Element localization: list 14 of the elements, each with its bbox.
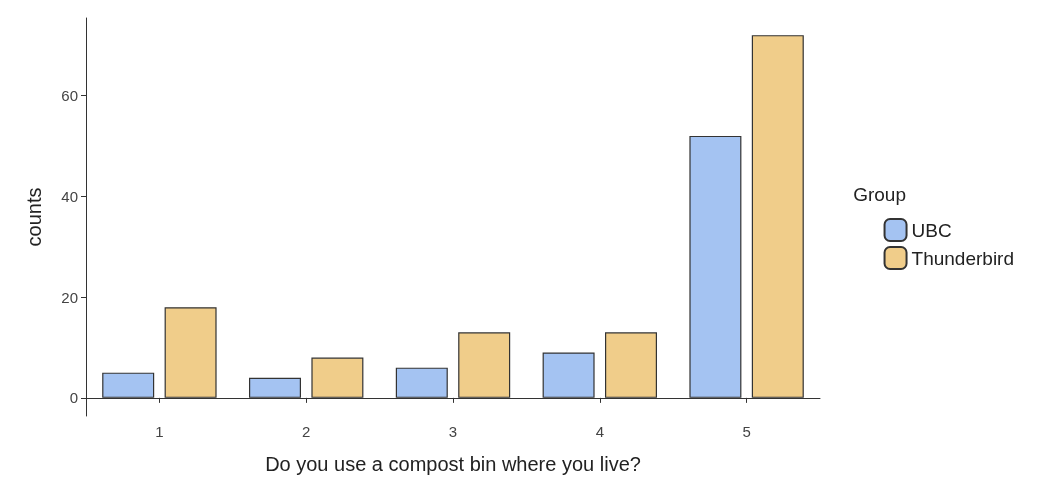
y-tick-label: 20: [61, 288, 78, 306]
x-tick-label: 4: [595, 423, 604, 440]
y-tick-label: 60: [61, 87, 78, 105]
x-axis-title: Do you use a compost bin where you live?: [265, 453, 641, 475]
legend-label: Thunderbird: [911, 247, 1014, 269]
legend-title: Group: [853, 184, 907, 205]
x-tick-label: 2: [302, 423, 311, 440]
x-tick-label: 5: [742, 423, 751, 440]
y-axis-title: counts: [23, 187, 45, 247]
y-tick-label: 0: [69, 389, 78, 407]
x-tick-label: 1: [155, 423, 164, 440]
x-tick-label: 3: [448, 423, 458, 440]
y-tick-label: 40: [61, 187, 78, 205]
legend-label: UBC: [911, 219, 952, 241]
